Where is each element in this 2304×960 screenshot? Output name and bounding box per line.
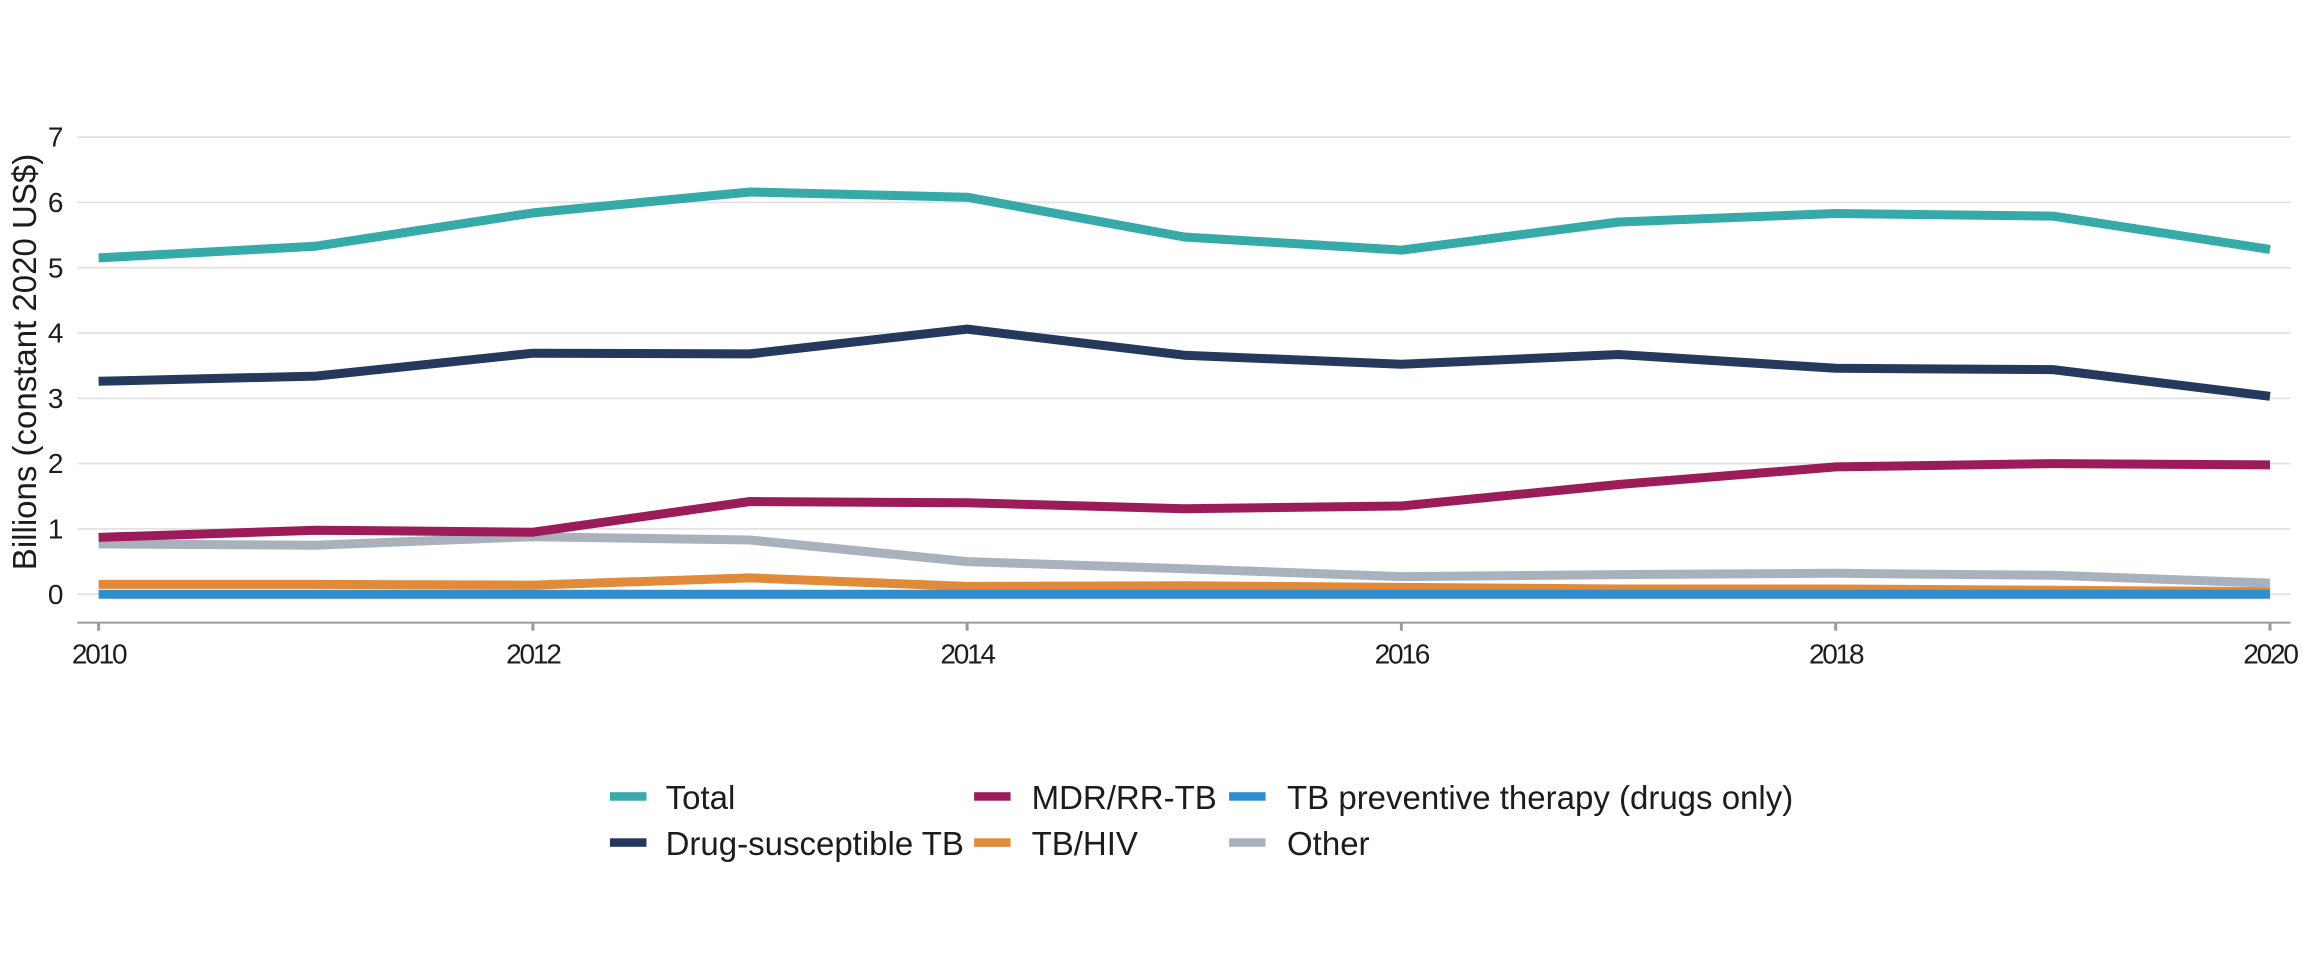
svg-text:2012: 2012	[506, 639, 561, 670]
svg-text:2018: 2018	[1809, 639, 1864, 670]
svg-text:4: 4	[48, 318, 64, 349]
svg-text:Total: Total	[666, 779, 736, 816]
svg-text:6: 6	[48, 187, 64, 218]
svg-text:Billions (constant 2020 US$): Billions (constant 2020 US$)	[6, 154, 43, 570]
svg-text:3: 3	[48, 383, 64, 414]
svg-text:TB/HIV: TB/HIV	[1032, 825, 1138, 862]
svg-text:7: 7	[48, 122, 64, 153]
svg-text:2010: 2010	[72, 639, 127, 670]
svg-text:0: 0	[48, 579, 64, 610]
svg-text:1: 1	[48, 514, 64, 545]
svg-text:Drug-susceptible TB: Drug-susceptible TB	[666, 825, 964, 862]
svg-text:2020: 2020	[2243, 639, 2298, 670]
svg-text:2016: 2016	[1375, 639, 1430, 670]
svg-text:2014: 2014	[940, 639, 995, 670]
svg-text:2: 2	[48, 448, 64, 479]
svg-text:5: 5	[48, 252, 64, 283]
svg-text:MDR/RR-TB: MDR/RR-TB	[1032, 779, 1217, 816]
svg-text:Other: Other	[1287, 825, 1370, 862]
svg-text:TB preventive therapy (drugs o: TB preventive therapy (drugs only)	[1287, 779, 1793, 816]
